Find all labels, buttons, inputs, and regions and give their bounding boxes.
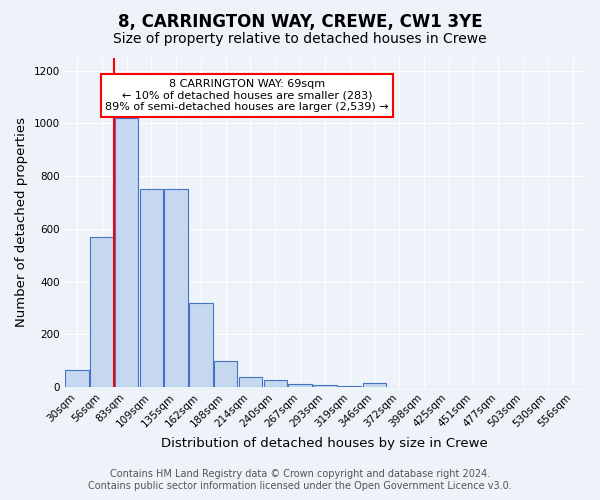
Bar bbox=[263, 380, 287, 387]
Bar bbox=[115, 118, 139, 387]
Bar bbox=[140, 190, 163, 387]
Bar bbox=[313, 385, 337, 387]
X-axis label: Distribution of detached houses by size in Crewe: Distribution of detached houses by size … bbox=[161, 437, 488, 450]
Bar bbox=[164, 190, 188, 387]
Bar bbox=[214, 360, 238, 387]
Bar bbox=[288, 384, 312, 387]
Bar bbox=[65, 370, 89, 387]
Bar bbox=[189, 302, 213, 387]
Y-axis label: Number of detached properties: Number of detached properties bbox=[15, 117, 28, 327]
Text: 8 CARRINGTON WAY: 69sqm
← 10% of detached houses are smaller (283)
89% of semi-d: 8 CARRINGTON WAY: 69sqm ← 10% of detache… bbox=[105, 79, 389, 112]
Text: Size of property relative to detached houses in Crewe: Size of property relative to detached ho… bbox=[113, 32, 487, 46]
Bar bbox=[239, 377, 262, 387]
Bar bbox=[90, 236, 113, 387]
Text: 8, CARRINGTON WAY, CREWE, CW1 3YE: 8, CARRINGTON WAY, CREWE, CW1 3YE bbox=[118, 12, 482, 30]
Bar bbox=[338, 386, 361, 387]
Text: Contains HM Land Registry data © Crown copyright and database right 2024.
Contai: Contains HM Land Registry data © Crown c… bbox=[88, 470, 512, 491]
Bar bbox=[362, 383, 386, 387]
